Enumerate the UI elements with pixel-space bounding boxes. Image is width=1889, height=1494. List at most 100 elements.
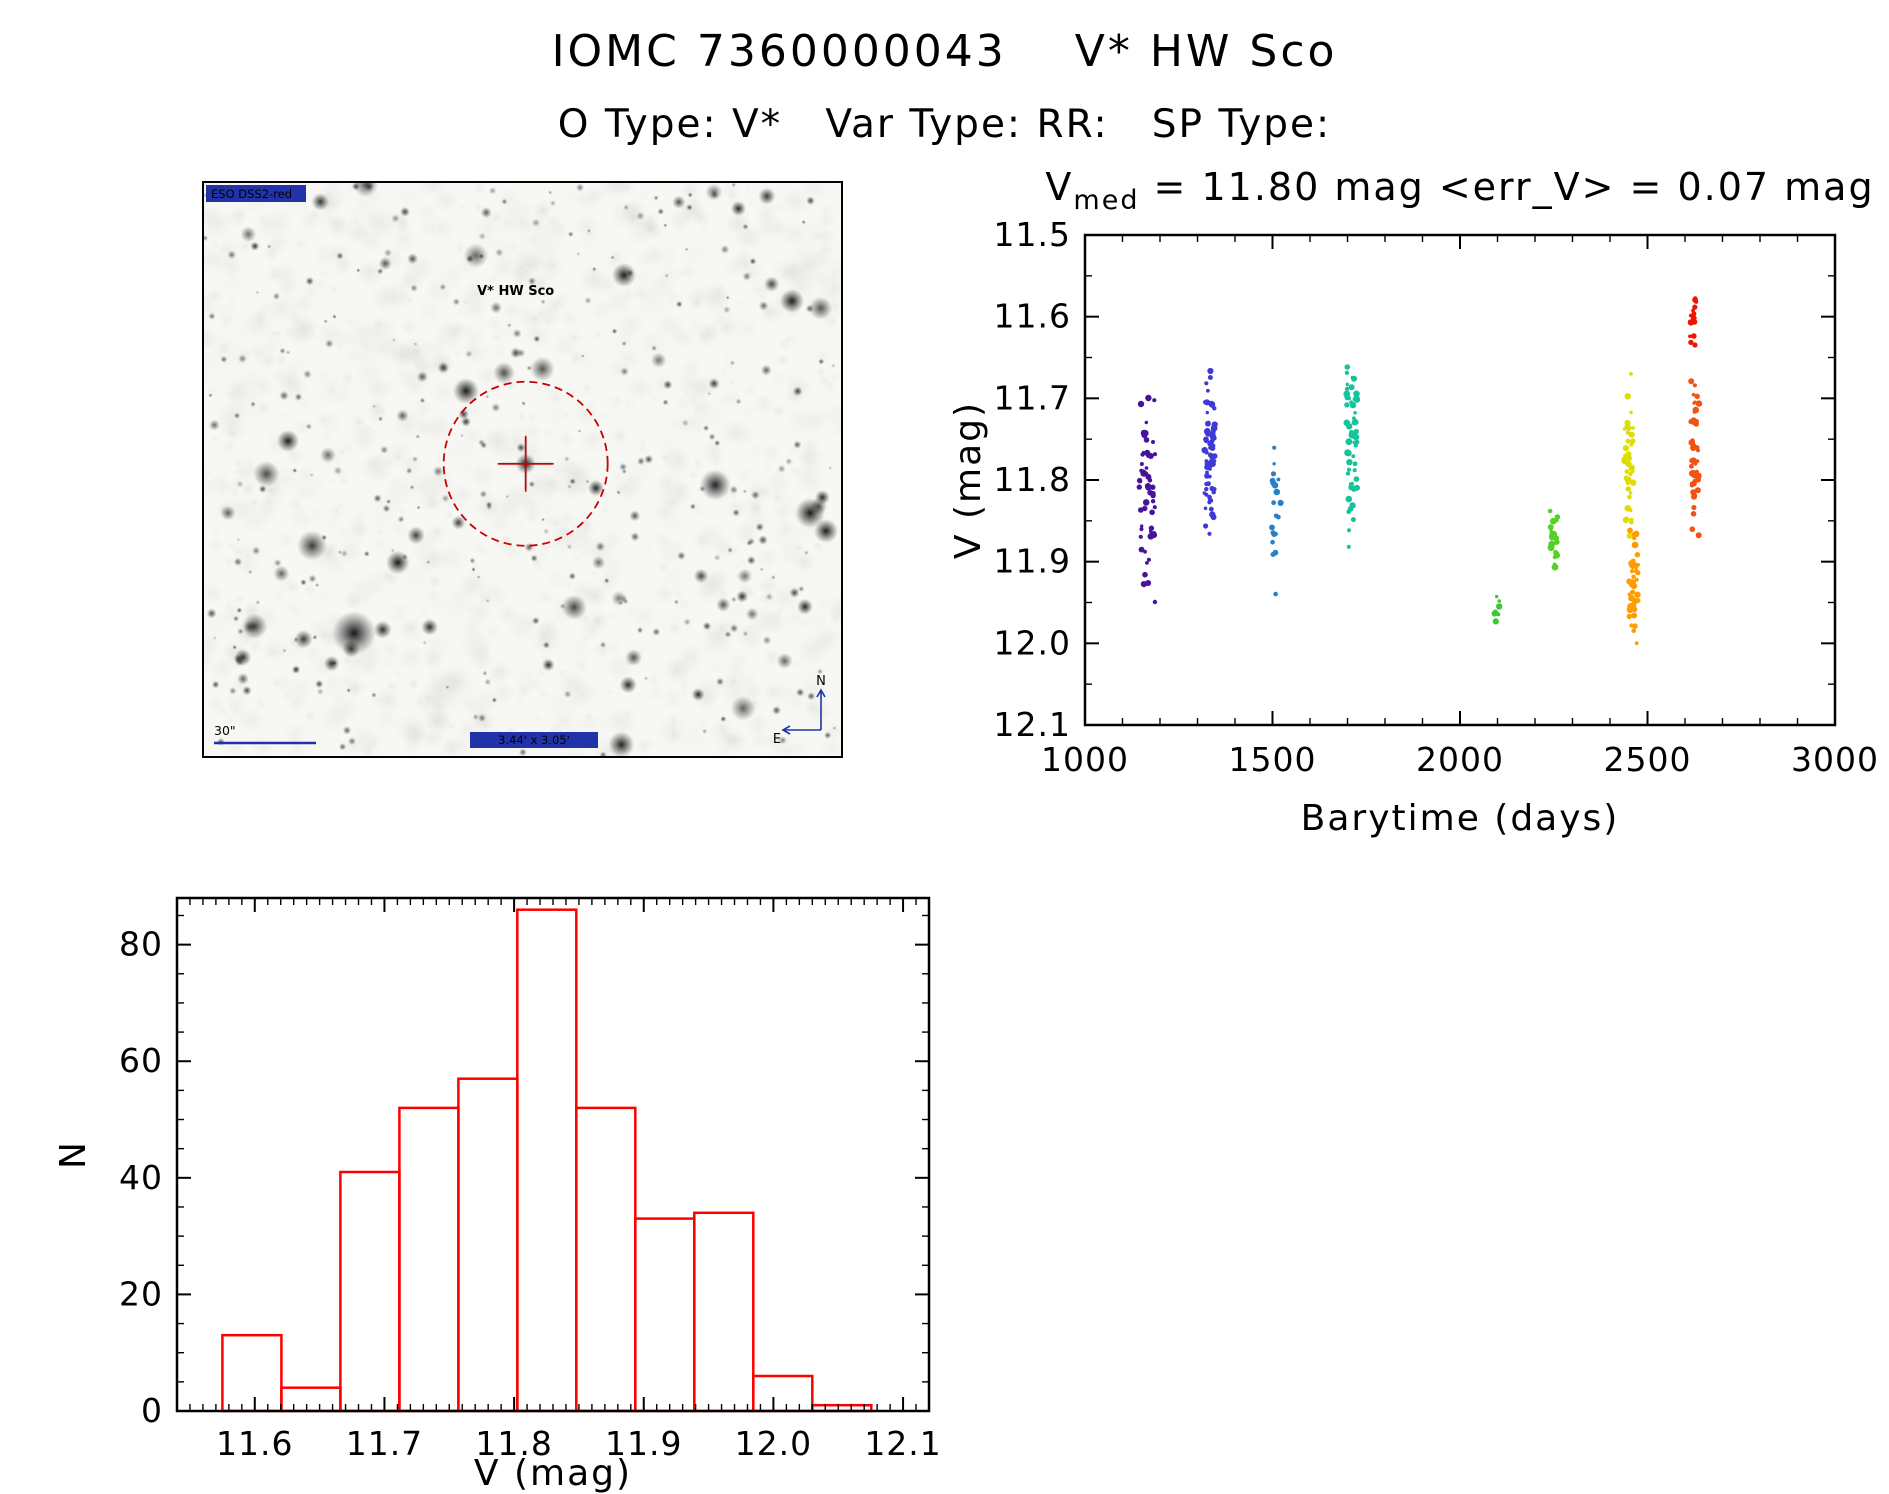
y-tick-label: 12.0 [994,623,1071,662]
data-point [1628,431,1635,438]
scatter-points [1136,296,1703,646]
data-point [1147,477,1153,483]
data-point [1623,453,1627,458]
data-point [1690,511,1697,517]
data-point [1688,313,1693,318]
data-point [1695,400,1703,407]
x-tick-label: 1500 [1229,740,1317,779]
data-point [1139,468,1144,473]
data-point [1547,544,1555,552]
tick-labels: 11.6 11.7 11.8 11.9 12.0 12.1 0 20 40 60 80 [119,925,941,1463]
data-point [1201,447,1208,454]
data-point [1633,568,1639,574]
data-point [1137,400,1145,408]
axis-ticks [176,898,930,1412]
data-point [1212,459,1217,463]
data-point [1208,452,1214,458]
data-point [1275,514,1281,520]
data-point [1203,400,1207,405]
data-point [1554,514,1561,520]
data-point [1689,526,1696,532]
data-point [1547,524,1554,531]
field-size-label-bg [470,732,598,748]
data-point [1272,462,1276,466]
axis-ticks [1084,234,1836,726]
data-point [1205,481,1211,487]
data-point [1634,591,1641,598]
data-point [1692,297,1698,303]
data-point [1149,509,1155,516]
data-point [1204,381,1209,386]
data-point [1143,471,1149,477]
x-tick-label: 1000 [1041,740,1129,779]
data-point [1629,372,1633,376]
data-point [1624,424,1631,430]
data-point [1627,494,1632,500]
data-point [1631,426,1635,430]
data-point [1547,508,1553,514]
data-point [1269,524,1275,531]
data-point [1208,401,1216,408]
data-point [1346,544,1351,549]
field-size-label: 3.44' x 3.05' [498,733,570,747]
histogram-bar [339,1170,401,1413]
data-point [1692,445,1697,450]
data-point [1353,395,1360,402]
data-point [1624,469,1630,474]
data-point [1353,476,1360,482]
data-point [1629,410,1633,415]
data-point [1270,539,1275,545]
data-point [1152,398,1157,403]
data-point [1347,467,1351,472]
data-point [1691,333,1697,339]
data-point [1693,400,1697,405]
y-tick-label: 20 [119,1274,163,1313]
data-point [1346,459,1353,466]
data-point [1277,499,1284,506]
data-point [1147,453,1154,459]
data-point [1150,499,1156,504]
data-point [1209,498,1214,503]
data-point [1549,529,1554,534]
data-point [1625,476,1632,483]
finder-chart: ESO DSS2-red V* HW Sco 30" 3.44' x 3.05' N E [202,181,843,758]
magnitude-histogram-plot: 11.6 11.7 11.8 11.9 12.0 12.1 0 20 40 60 80 V (mag)… [53,845,1005,1494]
target-circle-marker [442,380,609,547]
data-point [1207,466,1212,471]
data-point [1492,618,1499,625]
data-point [1631,565,1635,569]
data-point [1631,541,1639,549]
data-point [1694,487,1701,494]
data-point [1689,483,1694,488]
data-point [1209,433,1217,441]
data-point [1352,433,1360,441]
x-tick-label: 12.0 [735,1424,812,1463]
data-point [1347,506,1354,512]
data-point [1207,375,1213,380]
plot-frame [175,896,931,1413]
data-point [1270,471,1277,477]
histogram-bar [575,1106,637,1413]
data-point [1553,539,1560,545]
data-point [1209,511,1216,518]
data-point [1207,367,1214,375]
compass [781,688,826,735]
data-point [1629,517,1634,522]
lightcurve-svg: 1000 1500 2000 2500 3000 11.5 11.6 11.7 11.8 11.9… [948,165,1878,839]
histogram-bar [516,908,578,1413]
data-point [1272,445,1277,450]
data-point [1353,376,1358,381]
data-point [1344,370,1350,375]
data-point [1144,420,1148,425]
x-tick-label: 11.9 [605,1424,682,1463]
data-point [1150,484,1156,490]
data-point [1208,445,1213,450]
data-point [1628,560,1635,567]
data-point [1152,505,1157,510]
data-point [1691,308,1695,313]
data-point [1346,423,1353,430]
data-point [1276,477,1281,482]
data-point [1139,527,1144,532]
data-point [1206,388,1210,393]
